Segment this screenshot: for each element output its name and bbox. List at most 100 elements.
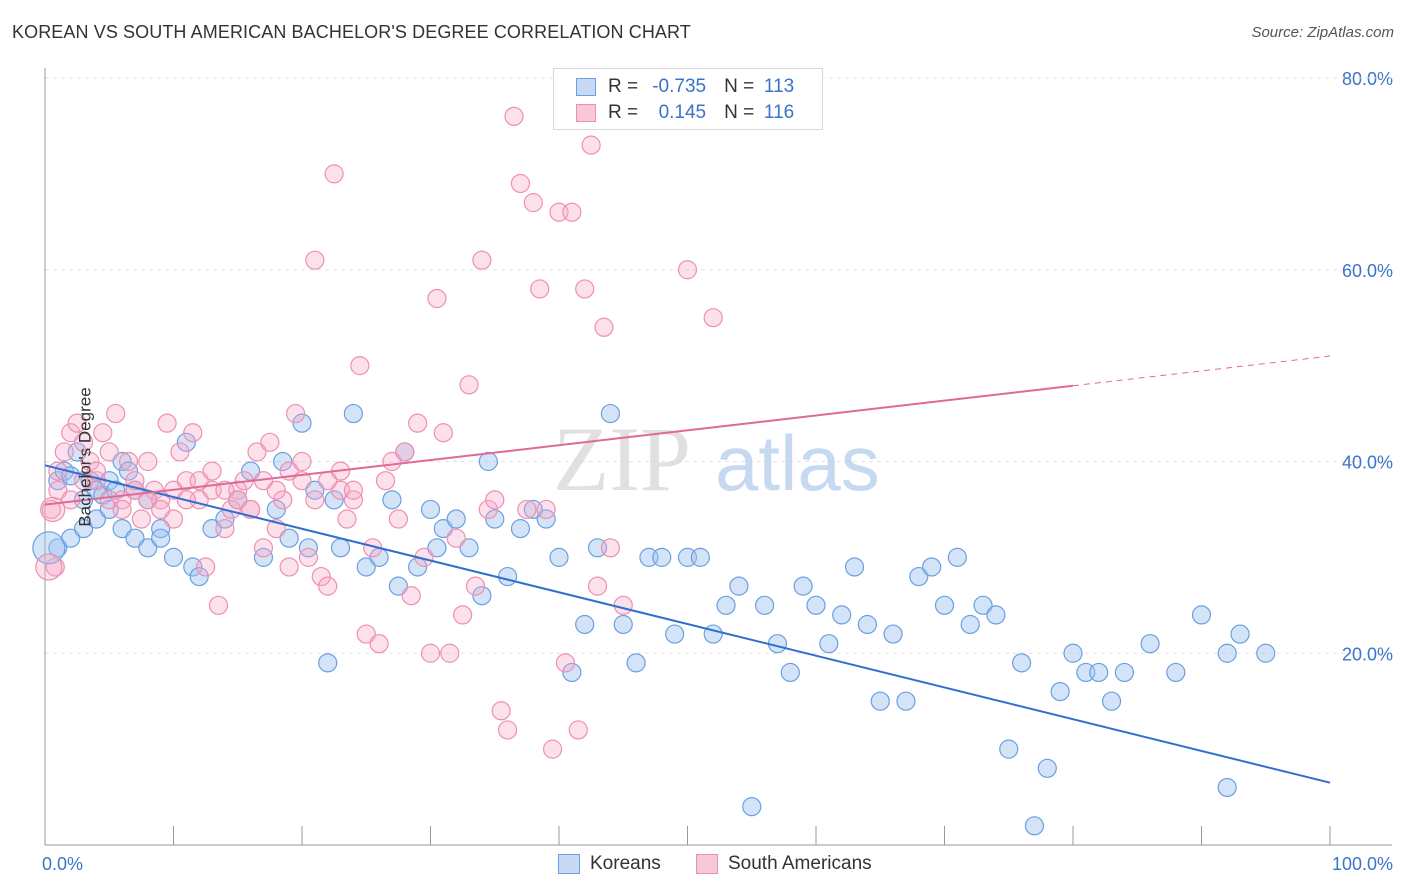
south-american-point: [510, 173, 531, 194]
korean-point: [883, 624, 903, 644]
korean-point: [485, 509, 505, 529]
legend-r-value-south-americans: 0.145: [658, 102, 707, 123]
korean-point: [73, 519, 94, 539]
legend-n-label: N =: [724, 76, 755, 97]
south-american-point: [99, 490, 119, 510]
south-american-point: [485, 490, 505, 510]
korean-point: [324, 490, 344, 510]
south-american-point: [202, 461, 222, 481]
korean-trend-line: [44, 464, 1331, 784]
south-american-point: [112, 499, 132, 520]
south-american-point: [311, 566, 331, 587]
korean-point: [562, 662, 582, 683]
south-american-point: [677, 260, 698, 280]
korean-point: [1089, 662, 1109, 683]
south-american-point: [375, 471, 396, 491]
korean-point: [151, 528, 171, 548]
south-american-point: [54, 442, 74, 462]
korean-point: [1037, 758, 1057, 778]
legend-swatch-south-americans: [576, 104, 596, 122]
south-american-point: [170, 442, 190, 462]
korean-point: [716, 595, 736, 615]
korean-point: [279, 528, 299, 548]
watermark-zip: ZIP: [553, 408, 691, 510]
x-tick-label: 0.0%: [42, 854, 83, 874]
south-american-point: [465, 576, 486, 596]
korean-point: [472, 586, 492, 606]
korean-point: [498, 566, 518, 587]
korean-point: [420, 499, 441, 520]
south-american-point: [587, 576, 608, 596]
south-american-point: [356, 624, 376, 644]
korean-point: [896, 691, 916, 711]
south-american-point: [523, 193, 543, 213]
south-american-point: [86, 461, 107, 481]
south-american-point: [433, 423, 453, 443]
korean-point: [112, 519, 132, 539]
korean-point: [1217, 777, 1237, 798]
south-american-point: [575, 279, 595, 299]
korean-point: [266, 499, 286, 520]
south-american-point: [542, 739, 563, 759]
south-american-point: [106, 403, 126, 424]
south-american-point: [530, 279, 550, 299]
south-american-point: [163, 509, 184, 529]
south-american-point: [459, 375, 479, 395]
south-american-point: [388, 509, 408, 529]
south-american-point: [401, 586, 421, 606]
south-american-trend-line-dashed: [1072, 355, 1331, 387]
south-american-point: [247, 442, 267, 462]
south-american-point: [298, 547, 319, 567]
south-american-point: [118, 451, 139, 472]
south-american-point: [600, 538, 621, 558]
south-american-point: [408, 413, 428, 433]
korean-point: [575, 614, 595, 635]
korean-point: [1256, 643, 1276, 663]
south-american-point: [157, 413, 177, 433]
korean-point: [189, 566, 209, 587]
korean-point: [1191, 605, 1212, 625]
korean-point: [343, 403, 363, 424]
south-american-point: [45, 557, 65, 577]
y-tick-label: 20.0%: [1342, 644, 1393, 664]
south-american-point: [369, 634, 389, 654]
y-tick-label: 60.0%: [1342, 261, 1393, 281]
korean-point: [973, 595, 993, 615]
bottom-legend-swatch-south-americans: [696, 854, 718, 874]
korean-point: [806, 595, 826, 615]
bottom-legend-label-south-americans: South Americans: [728, 853, 872, 874]
south-american-point: [61, 423, 81, 443]
korean-point: [138, 538, 158, 558]
watermark-atlas: atlas: [715, 419, 880, 507]
korean-point: [1101, 691, 1122, 711]
korean-point: [999, 739, 1019, 759]
south-american-point-large: [35, 553, 63, 581]
korean-point: [1011, 653, 1032, 673]
korean-point: [857, 614, 878, 635]
south-american-point: [478, 499, 498, 520]
south-american-point: [420, 643, 441, 663]
south-american-point: [594, 317, 614, 337]
y-axis-label: Bachelor's Degree: [75, 387, 95, 527]
korean-point: [729, 576, 749, 596]
south-american-point: [266, 480, 286, 500]
south-american-point: [285, 403, 306, 424]
korean-point: [960, 614, 980, 635]
south-american-point: [472, 250, 492, 270]
south-american-point: [324, 164, 344, 184]
korean-point: [433, 519, 453, 539]
korean-point: [318, 653, 338, 673]
korean-point: [665, 624, 685, 644]
south-american-point: [504, 106, 524, 126]
korean-point: [909, 566, 929, 587]
south-american-point: [453, 605, 473, 625]
korean-point: [382, 490, 402, 510]
bottom-legend-koreans: Koreans: [558, 852, 661, 876]
south-american-point: [279, 557, 299, 577]
korean-point: [613, 614, 633, 635]
south-american-point: [491, 701, 511, 721]
korean-point: [1024, 816, 1045, 836]
south-american-point: [48, 480, 68, 500]
korean-point: [459, 538, 479, 558]
